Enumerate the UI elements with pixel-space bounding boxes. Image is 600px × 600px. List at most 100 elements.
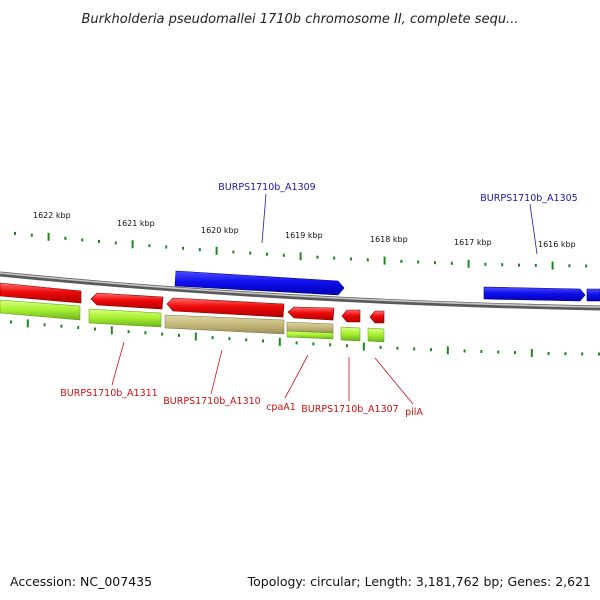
minor-tick [366, 258, 369, 262]
minor-tick [30, 233, 33, 237]
minor-tick [501, 263, 504, 267]
leader-line-cpaa1 [284, 354, 309, 399]
major-tick [299, 252, 302, 261]
minor-tick [94, 327, 96, 331]
product-band-a1311 [88, 308, 162, 328]
minor-tick [165, 245, 168, 249]
gene-burps1710b-a1305[interactable] [483, 286, 586, 302]
minor-tick [400, 259, 403, 263]
gene-label-burps1710b-a1310[interactable]: BURPS1710b_A1310 [163, 396, 260, 407]
minor-tick [413, 347, 416, 351]
gene-burps1710b-a1310[interactable] [166, 297, 285, 318]
gene-burps1710b-a1309[interactable] [174, 270, 345, 296]
gene-burps1710b-a1311[interactable] [90, 292, 164, 310]
minor-tick [178, 333, 180, 337]
major-tick [530, 349, 533, 357]
minor-tick [497, 350, 500, 354]
minor-tick [77, 326, 80, 330]
major-tick [47, 232, 50, 241]
minor-tick [182, 246, 184, 250]
minor-tick [144, 331, 147, 335]
major-tick [383, 256, 386, 265]
major-tick [446, 346, 449, 355]
label-leader-lines [111, 193, 538, 405]
minor-tick [98, 239, 100, 243]
minor-tick [379, 345, 382, 349]
inner-scale-ticks [10, 319, 600, 357]
minor-tick [581, 352, 584, 356]
minor-tick [148, 244, 151, 248]
reverse-strand-genes [0, 282, 385, 324]
minor-tick [534, 263, 537, 267]
minor-tick [14, 232, 16, 235]
scale-label-1620: 1620 kbp [201, 226, 239, 235]
minor-tick [568, 264, 571, 268]
gene-label-cpaa1[interactable]: cpaA1 [266, 402, 296, 413]
scale-label-1621: 1621 kbp [117, 219, 155, 228]
minor-tick [198, 248, 201, 252]
chromosome-axis [0, 271, 600, 311]
product-band-a1310 [164, 314, 285, 335]
minor-tick [350, 257, 352, 261]
outer-scale-ticks [14, 232, 588, 270]
product-band-a1307 [340, 326, 361, 342]
accession-text: Accession: NC_007435 [10, 574, 152, 589]
scale-label-1619: 1619 kbp [285, 231, 323, 240]
minor-tick [161, 332, 164, 336]
topology-text: Topology: circular; Length: 3,181,762 bp… [247, 574, 591, 589]
minor-tick [346, 344, 348, 348]
gene-label-pila[interactable]: pilA [405, 407, 423, 418]
minor-tick [81, 238, 84, 242]
minor-tick [228, 337, 231, 341]
gene-partial-left[interactable] [0, 282, 82, 304]
major-tick [194, 332, 197, 341]
minor-tick [64, 236, 67, 240]
minor-tick [514, 351, 516, 355]
minor-tick [114, 241, 117, 245]
minor-tick [396, 346, 399, 350]
major-tick [551, 261, 554, 270]
major-tick [215, 246, 218, 255]
minor-tick [10, 320, 12, 324]
minor-tick [262, 339, 264, 343]
gene-label-burps1710b-a1307[interactable]: BURPS1710b_A1307 [301, 404, 398, 415]
minor-tick [43, 323, 46, 327]
minor-tick [211, 336, 214, 340]
minor-tick [266, 252, 268, 256]
product-band-partial-left [0, 299, 81, 321]
leader-line-pila [374, 357, 414, 405]
minor-tick [450, 261, 453, 265]
minor-tick [417, 260, 420, 264]
product-band-pila [367, 327, 385, 343]
minor-tick [127, 330, 130, 334]
gene-cpaa1[interactable] [287, 306, 335, 321]
map-title: Burkholderia pseudomallei 1710b chromoso… [82, 12, 519, 27]
gene-label-burps1710b-a1311[interactable]: BURPS1710b_A1311 [60, 388, 157, 399]
minor-tick [463, 349, 466, 353]
gene-label-burps1710b-a1309[interactable]: BURPS1710b_A1309 [218, 182, 315, 193]
gene-product-bands [0, 299, 385, 343]
gene-label-burps1710b-a1305[interactable]: BURPS1710b_A1305 [480, 193, 577, 204]
major-tick [362, 342, 365, 351]
leader-line-a1310 [210, 349, 223, 395]
minor-tick [547, 351, 550, 355]
gene-offscreen-forward[interactable] [586, 288, 600, 302]
major-tick [110, 326, 113, 335]
minor-tick [312, 342, 315, 346]
minor-tick [480, 350, 483, 353]
forward-strand-genes [174, 270, 600, 302]
minor-tick [430, 348, 432, 352]
minor-tick [60, 324, 63, 328]
minor-tick [484, 262, 487, 266]
minor-tick [316, 255, 319, 259]
leader-line-a1309 [261, 193, 267, 244]
minor-tick [434, 261, 436, 265]
major-tick [26, 319, 29, 328]
minor-tick [282, 253, 285, 257]
gene-burps1710b-a1307[interactable] [341, 309, 361, 323]
gene-pila[interactable] [369, 310, 385, 324]
minor-tick [598, 352, 600, 356]
gene-labels: BURPS1710b_A1309 BURPS1710b_A1305 BURPS1… [60, 182, 577, 418]
minor-tick [333, 256, 336, 260]
